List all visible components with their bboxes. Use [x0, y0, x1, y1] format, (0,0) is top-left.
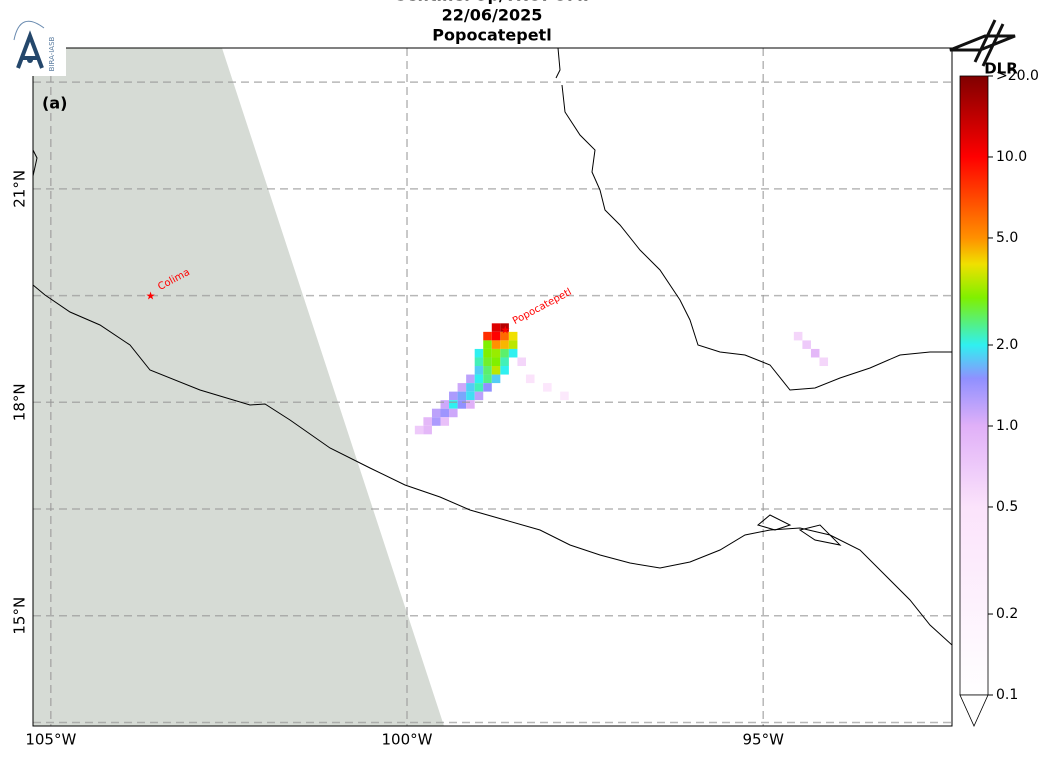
plume-cell	[802, 340, 811, 349]
plume-cell	[440, 408, 450, 418]
title-line: Sentinel-5p/TROPOMI	[395, 0, 589, 5]
plume-cell	[431, 417, 441, 426]
plume-cell	[500, 323, 509, 332]
plume-cell	[500, 348, 509, 358]
colorbar-tick-label: >20.0	[996, 68, 1039, 84]
plume-cell	[491, 374, 501, 384]
plume-cell	[508, 331, 518, 341]
axes: 105°W 100°W 95°W 21°N 18°N 15°N	[11, 170, 785, 749]
plume-cell	[483, 340, 492, 349]
plume-cell	[423, 425, 432, 435]
plume-cell	[819, 357, 829, 367]
plume-cell	[810, 348, 820, 358]
colorbar-gradient	[959, 75, 989, 696]
x-tick-label: 105°W	[25, 731, 76, 749]
plume-cell	[431, 408, 441, 418]
plume-cell	[440, 400, 450, 409]
plume-cell	[500, 331, 509, 341]
colorbar-tick-label: 0.2	[996, 606, 1018, 622]
plume-cell	[508, 348, 518, 358]
colorbar: >20.0 10.0 5.0 2.0 1.0 0.5 0.2 0.1	[959, 68, 1039, 727]
y-tick-label: 21°N	[11, 170, 29, 208]
pacific-coastline	[33, 149, 952, 646]
colorbar-tick-label: 2.0	[996, 337, 1018, 353]
y-tick-label: 18°N	[11, 383, 29, 421]
plume-cell	[491, 340, 501, 349]
map-area: ★Colima★Popocatepetl	[33, 48, 952, 726]
x-tick-label: 95°W	[743, 731, 785, 749]
dlr-logo: DLR	[949, 19, 1018, 78]
map-frame	[32, 47, 953, 727]
y-tick-label: 15°N	[11, 597, 29, 635]
plume-cells	[414, 323, 829, 435]
plume-cell	[483, 357, 492, 367]
plume-cell	[500, 357, 509, 367]
bira-logo: BIRA-IASB	[8, 14, 66, 76]
x-tick-label: 100°W	[382, 731, 433, 749]
plume-cell	[517, 357, 526, 367]
plume-cell	[474, 348, 484, 358]
plume-cell	[483, 331, 492, 341]
plume-cell	[793, 331, 803, 341]
volcano-marker: ★	[146, 290, 156, 303]
no-data-swath	[33, 48, 444, 726]
plume-cell	[543, 383, 552, 392]
colorbar-tick-label: 10.0	[996, 149, 1027, 165]
colorbar-tick-label: 5.0	[996, 230, 1018, 246]
plume-cell	[500, 366, 509, 375]
plume-cell	[491, 366, 501, 375]
plume-cell	[560, 391, 569, 401]
colorbar-tick-label: 0.5	[996, 499, 1018, 515]
plume-cell	[449, 400, 458, 409]
plume-cell	[491, 323, 501, 332]
plume-cell	[491, 331, 501, 341]
title-line: Popocatepetl	[432, 26, 551, 45]
plume-cell	[483, 383, 492, 392]
title-line: 22/06/2025	[442, 6, 543, 25]
dlr-text: DLR	[984, 60, 1018, 78]
plume-cell	[466, 400, 475, 409]
islands	[756, 514, 842, 546]
plume-cell	[483, 348, 492, 358]
volcano-marker: ★	[500, 324, 510, 337]
plume-cell	[483, 374, 492, 384]
plume-cell	[423, 417, 432, 426]
plume-cell	[449, 408, 458, 418]
gridlines	[33, 48, 952, 726]
plume-cell	[491, 348, 501, 358]
plume-cell	[474, 383, 484, 392]
plume-cell	[491, 357, 501, 367]
plume-cell	[466, 374, 475, 384]
plume-cell	[449, 391, 458, 401]
plume-cell	[483, 366, 492, 375]
panel-label: (a)	[42, 94, 67, 113]
plume-cell	[440, 417, 450, 426]
bira-text: BIRA-IASB	[48, 36, 56, 71]
plume-cell	[414, 425, 424, 435]
plume-cell	[457, 391, 467, 401]
plume-cell	[466, 383, 475, 392]
plume-cell	[474, 374, 484, 384]
plume-cell	[466, 391, 475, 401]
plume-cell	[457, 383, 467, 392]
plume-cell	[474, 366, 484, 375]
plume-cell	[457, 400, 467, 409]
colorbar-tick-label: 1.0	[996, 418, 1018, 434]
plume-cell	[500, 340, 509, 349]
title: Sentinel-5p/TROPOMI22/06/2025Popocatepet…	[395, 0, 589, 45]
plume-cell	[474, 357, 484, 367]
plume-cell	[508, 340, 518, 349]
colorbar-extension	[959, 694, 989, 727]
plume-cell	[474, 391, 484, 401]
gulf-coastline	[555, 48, 952, 391]
colorbar-tick-label: 0.1	[996, 687, 1018, 703]
plume-cell	[525, 374, 535, 384]
